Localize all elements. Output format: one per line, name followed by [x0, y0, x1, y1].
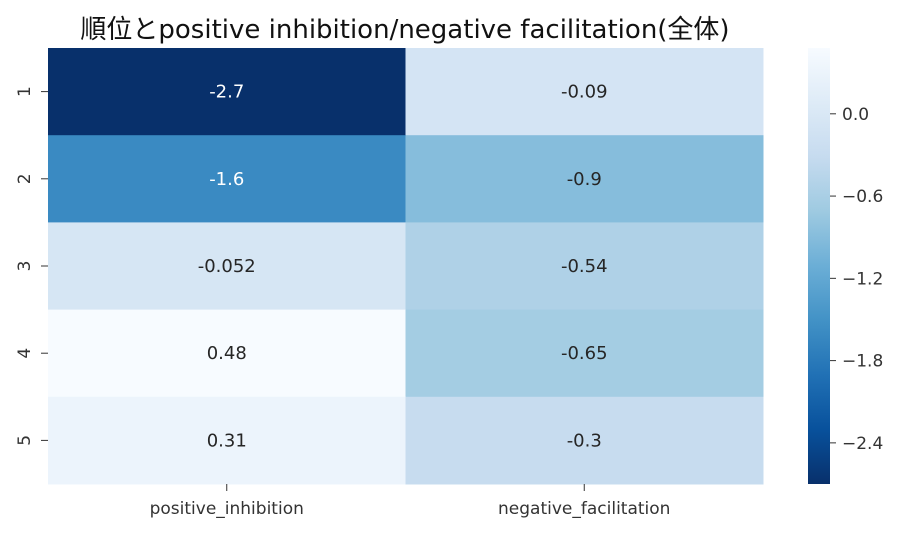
cell-value-label: -0.3: [567, 430, 602, 451]
heatmap-cell: [405, 135, 764, 223]
cell-value-label: 0.48: [207, 343, 247, 364]
colorbar-gradient: [808, 48, 830, 484]
heatmap-cell: [405, 48, 764, 136]
heatmap-cell: [48, 396, 406, 485]
cell-value-label: -0.09: [561, 82, 608, 103]
x-tick-label: negative_facilitation: [498, 499, 670, 519]
heatmap-cells: -2.7 -0.09 -1.6 -0.9 -0.052 -0.54 0.48 -0.65 0.3…: [48, 48, 764, 485]
heatmap-cell: [405, 309, 764, 398]
x-tick-label: positive_inhibition: [150, 499, 304, 519]
cell-value-label: -1.6: [209, 169, 244, 190]
cell-value-label: -0.54: [561, 256, 608, 277]
colorbar: 0.0 −0.6 −1.2 −1.8 −2.4: [808, 48, 883, 484]
y-axis: 1 2 3 4 5: [15, 86, 48, 446]
cell-value-label: 0.31: [207, 430, 247, 451]
y-tick-label: 1: [15, 86, 35, 97]
x-axis: positive_inhibition negative_facilitation: [150, 484, 670, 519]
heatmap-cell: [405, 396, 764, 485]
y-tick-label: 5: [15, 435, 35, 446]
cell-value-label: -2.7: [209, 82, 244, 103]
colorbar-tick-label: −1.8: [842, 352, 883, 372]
chart-title: 順位とpositive inhibition/negative facilita…: [80, 15, 729, 45]
heatmap-cell: [405, 222, 764, 311]
colorbar-tick-label: −0.6: [842, 187, 883, 207]
heatmap-cell: [48, 48, 406, 136]
cell-value-label: -0.052: [198, 256, 256, 277]
heatmap-cell: [48, 222, 406, 311]
colorbar-tick-label: −1.2: [842, 269, 883, 289]
cell-value-label: -0.9: [567, 169, 602, 190]
heatmap-cell: [48, 135, 406, 223]
y-tick-label: 2: [15, 173, 35, 184]
cell-value-label: -0.65: [561, 343, 608, 364]
y-tick-label: 3: [15, 261, 35, 272]
y-tick-label: 4: [15, 348, 35, 359]
colorbar-tick-label: −2.4: [842, 434, 883, 454]
colorbar-tick-label: 0.0: [842, 105, 869, 125]
heatmap-cell: [48, 309, 406, 398]
